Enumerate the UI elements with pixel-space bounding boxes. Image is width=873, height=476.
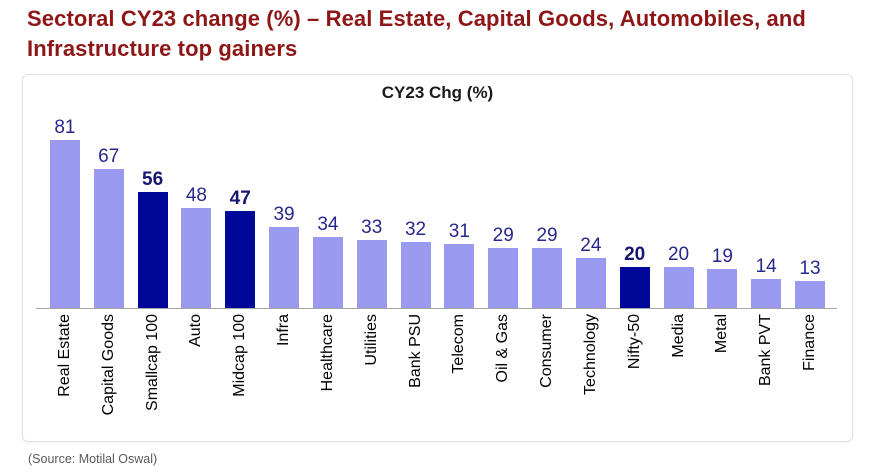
category-label: Finance [788, 314, 832, 436]
bar-column: 20 [613, 108, 657, 308]
bar [269, 227, 300, 308]
bar-value-label: 20 [624, 244, 646, 265]
bar [532, 248, 563, 308]
category-label-text: Smallcap 100 [143, 314, 161, 411]
category-label-text: Midcap 100 [231, 314, 249, 397]
category-label-text: Metal [713, 314, 731, 354]
bar-value-label: 13 [799, 258, 821, 279]
bar [225, 211, 256, 308]
category-label-text: Telecom [450, 314, 468, 374]
bar [663, 267, 694, 308]
bar-column: 47 [218, 108, 262, 308]
bar [181, 208, 212, 308]
category-label: Capital Goods [87, 314, 131, 436]
bar-value-label: 56 [142, 169, 164, 190]
category-label: Smallcap 100 [131, 314, 175, 436]
bar-value-label: 32 [404, 219, 427, 240]
category-label-text: Healthcare [318, 314, 336, 392]
category-label: Infra [262, 314, 306, 436]
category-label: Utilities [350, 314, 394, 436]
bar-value-label: 34 [317, 214, 339, 235]
bar-value-label: 19 [711, 246, 733, 267]
bar-column: 13 [788, 108, 832, 308]
bar-column: 34 [306, 108, 350, 308]
category-label: Metal [700, 314, 744, 436]
category-label-text: Auto [187, 314, 205, 347]
x-axis-category-labels: Real Estate Capital Goods Smallcap 100 Auto… [43, 314, 832, 436]
category-label-text: Consumer [538, 314, 556, 388]
bar-value-label: 67 [98, 146, 120, 167]
category-label: Real Estate [43, 314, 87, 436]
category-label: Nifty-50 [613, 314, 657, 436]
category-label: Auto [174, 314, 218, 436]
bar-column: 20 [657, 108, 701, 308]
bar-value-label: 14 [755, 256, 777, 277]
bar-column: 31 [437, 108, 481, 308]
x-axis-line [36, 308, 837, 309]
category-label-text: Finance [800, 314, 818, 371]
bar-value-label: 20 [667, 244, 690, 265]
category-label: Bank PVT [744, 314, 788, 436]
bar [707, 269, 738, 308]
bar-column: 19 [700, 108, 744, 308]
bar-column: 56 [131, 108, 175, 308]
category-label-text: Bank PVT [757, 314, 775, 387]
category-label-text: Infra [275, 314, 293, 347]
category-label-text: Nifty-50 [625, 314, 643, 370]
bar [400, 242, 431, 308]
category-label-text: Technology [581, 314, 599, 395]
bar [751, 279, 782, 308]
bar [488, 248, 519, 308]
page-title: Sectoral CY23 change (%) – Real Estate, … [27, 4, 857, 64]
bar-value-label: 81 [54, 117, 76, 138]
category-label-text: Oil & Gas [494, 314, 512, 383]
source-note: (Source: Motilal Oswal) [28, 452, 158, 466]
category-label-text: Utilities [362, 314, 380, 366]
category-label: Bank PSU [394, 314, 438, 436]
category-label: Midcap 100 [218, 314, 262, 436]
chart-title: CY23 Chg (%) [381, 83, 494, 102]
category-label-text: Media [669, 314, 687, 358]
bar [356, 240, 387, 308]
bar-column: 81 [43, 108, 87, 308]
bar-value-label: 31 [448, 221, 470, 242]
bar [93, 169, 124, 308]
bar [312, 237, 343, 308]
category-label-text: Capital Goods [99, 314, 117, 416]
category-label: Healthcare [306, 314, 350, 436]
bar-column: 67 [87, 108, 131, 308]
bar-value-label: 33 [361, 217, 383, 238]
page-title-line-1: Sectoral CY23 change (%) – Real Estate, … [27, 6, 806, 31]
page-title-line-2: Infrastructure top gainers [27, 36, 298, 61]
category-label: Technology [569, 314, 613, 436]
bar-column: 29 [481, 108, 525, 308]
bar [794, 281, 825, 308]
bar-column: 24 [569, 108, 613, 308]
bar-column: 33 [350, 108, 394, 308]
bar [444, 244, 475, 308]
bar-chart-plot-area: 81 67 56 48 47 39 34 33 32 31 29 29 24 20 20 19 14 13 [43, 108, 832, 308]
bar-value-label: 39 [273, 204, 295, 225]
category-label-text: Bank PSU [406, 314, 424, 388]
chart-panel: CY23 Chg (%) 81 67 56 48 47 39 34 33 32 31 29 29 24 2… [22, 74, 853, 442]
bar [619, 267, 650, 308]
bar-value-label: 29 [536, 225, 558, 246]
category-label: Consumer [525, 314, 569, 436]
bar-column: 48 [174, 108, 218, 308]
bar [575, 258, 606, 308]
bar-column: 32 [394, 108, 438, 308]
bar-column: 39 [262, 108, 306, 308]
category-label-text: Real Estate [55, 314, 73, 397]
bar [49, 140, 80, 308]
bar-value-label: 24 [580, 235, 602, 256]
category-label: Telecom [437, 314, 481, 436]
category-label: Oil & Gas [481, 314, 525, 436]
category-label: Media [657, 314, 701, 436]
bar-column: 29 [525, 108, 569, 308]
bar [137, 192, 168, 308]
bar-value-label: 47 [229, 188, 251, 209]
bar-column: 14 [744, 108, 788, 308]
bar-value-label: 48 [185, 185, 207, 206]
bar-value-label: 29 [492, 225, 514, 246]
